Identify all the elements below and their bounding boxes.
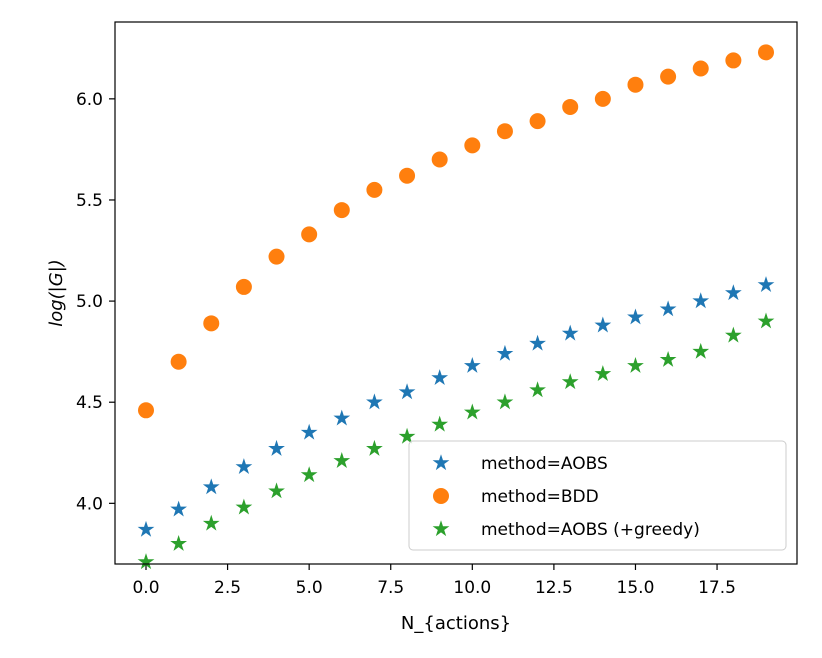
data-point (594, 316, 612, 333)
y-axis: 4.0 4.5 5.0 5.5 6.0 (76, 90, 115, 514)
data-point (399, 167, 416, 184)
x-axis-label: N_{actions} (401, 613, 511, 634)
x-tick-label: 15.0 (617, 578, 655, 598)
legend-marker (432, 520, 450, 537)
x-tick-label: 10.0 (453, 578, 491, 598)
data-point (333, 452, 351, 468)
data-point (137, 553, 155, 570)
x-axis: 0.0 2.5 5.0 7.5 10.0 12.5 15.0 17.5 (132, 564, 736, 598)
data-point (398, 427, 416, 444)
legend-marker (432, 454, 450, 471)
plot-frame (114, 21, 798, 565)
data-point (301, 226, 318, 243)
data-point (561, 324, 579, 341)
data-point (170, 353, 187, 370)
data-point (235, 278, 252, 295)
data-point (725, 326, 742, 343)
data-point (235, 498, 253, 515)
data-point (529, 334, 546, 351)
data-point (463, 403, 481, 420)
data-point (170, 534, 187, 551)
data-point (463, 357, 481, 373)
data-point (496, 344, 514, 361)
data-point (562, 98, 579, 115)
data-point (398, 383, 416, 400)
legend-frame (408, 440, 787, 551)
series-method-aobs (137, 276, 775, 537)
data-point (431, 151, 448, 168)
data-point (138, 402, 154, 419)
data-point (464, 137, 481, 154)
data-point (660, 68, 677, 85)
data-point (170, 500, 187, 517)
data-point (627, 76, 644, 93)
data-point (725, 52, 742, 69)
data-point (757, 312, 775, 329)
data-point (202, 514, 220, 531)
data-point (203, 315, 220, 332)
x-tick-label: 0.0 (132, 578, 159, 598)
data-point (627, 357, 644, 373)
data-point (202, 478, 220, 495)
legend-label: method=AOBS (+greedy) (481, 520, 700, 540)
data-point (496, 393, 514, 410)
data-point (431, 369, 449, 386)
x-tick-label: 17.5 (698, 578, 736, 598)
data-point (594, 90, 611, 107)
data-point (659, 350, 677, 367)
y-tick-label: 5.0 (76, 292, 103, 312)
data-point (235, 458, 253, 475)
data-point (529, 381, 546, 398)
legend-marker (433, 488, 449, 504)
x-tick-label: 5.0 (296, 578, 323, 598)
legend-item: method=BDD (433, 487, 599, 507)
series-method-aobs-greedy (137, 312, 775, 570)
data-point (333, 409, 351, 426)
data-point (529, 113, 546, 130)
data-point (333, 202, 350, 219)
data-point (594, 365, 612, 382)
series-method-bdd (138, 44, 774, 419)
data-point (366, 439, 383, 456)
y-tick-label: 4.5 (76, 393, 103, 413)
data-point (366, 181, 383, 198)
data-point (268, 482, 285, 499)
data-point (137, 520, 155, 537)
data-point (496, 123, 513, 140)
data-point (757, 276, 775, 293)
data-point (692, 342, 710, 359)
data-point (627, 308, 644, 325)
x-tick-label: 2.5 (214, 578, 241, 598)
legend-item: method=AOBS (+greedy) (432, 520, 700, 540)
data-point (725, 284, 742, 301)
data-point (366, 393, 383, 410)
data-point (268, 439, 285, 456)
data-point (692, 292, 710, 309)
y-axis-label: log(|G|) (46, 259, 67, 327)
x-tick-label: 7.5 (377, 578, 404, 598)
legend-label: method=AOBS (481, 454, 608, 474)
data-points (137, 44, 775, 570)
data-point (431, 415, 449, 432)
data-point (561, 373, 579, 390)
y-tick-label: 4.0 (76, 494, 103, 514)
y-tick-label: 6.0 (76, 90, 103, 110)
legend-item: method=AOBS (432, 454, 608, 474)
data-point (300, 466, 318, 483)
x-tick-label: 12.5 (535, 578, 573, 598)
legend-label: method=BDD (481, 487, 599, 507)
data-point (300, 423, 318, 440)
data-point (692, 60, 709, 77)
data-point (659, 300, 677, 317)
data-point (268, 248, 285, 265)
legend: method=AOBS method=BDD method=AOBS (+greed… (408, 440, 787, 551)
y-tick-label: 5.5 (76, 191, 103, 211)
data-point (758, 44, 774, 61)
